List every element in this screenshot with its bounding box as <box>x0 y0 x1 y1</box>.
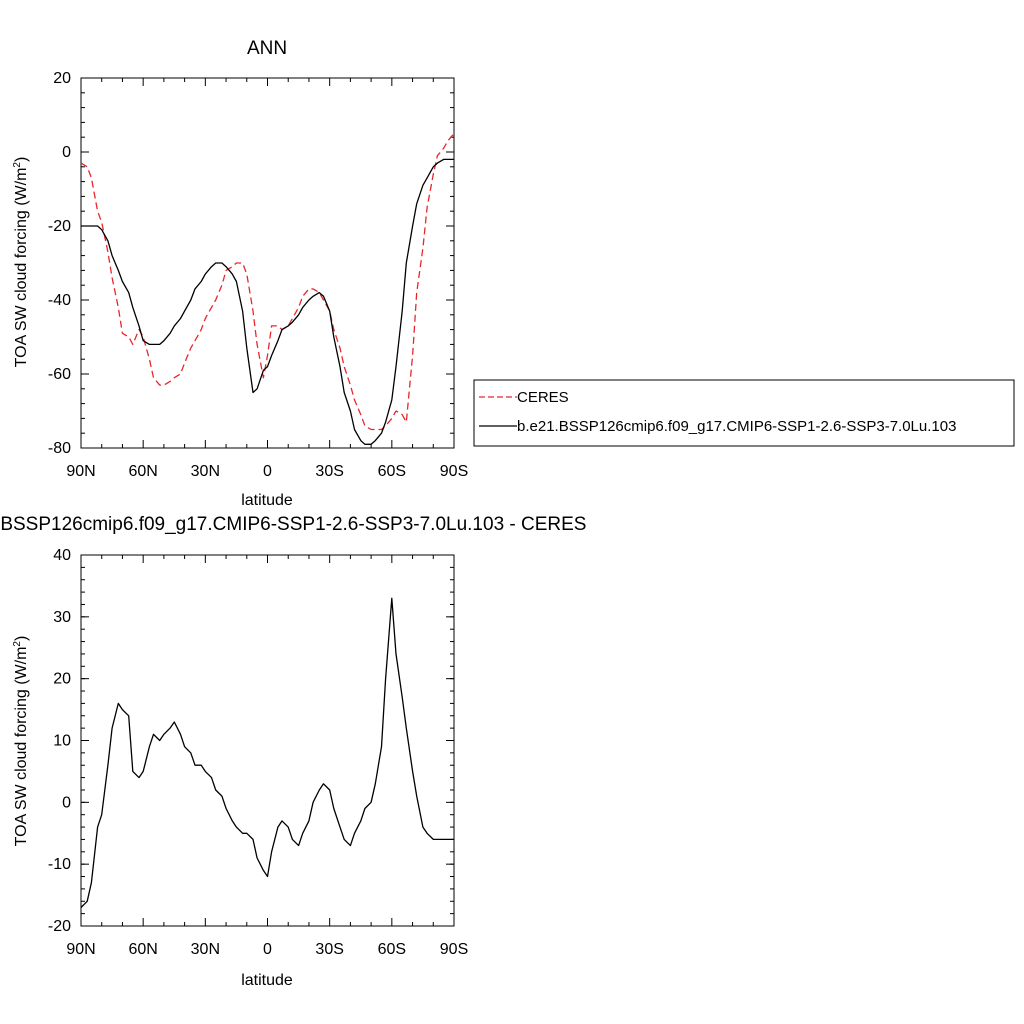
x-tick-label: 0 <box>263 463 272 480</box>
x-tick-label: 60S <box>378 941 406 958</box>
legend-label-ceres: CERES <box>517 389 569 406</box>
bottom-panel-series <box>80 597 454 908</box>
x-tick-label: 90N <box>66 463 95 480</box>
top-panel: ANN 90N 60N 30N 0 30S 60S 90S 200-20-40-60-80 … <box>12 38 1015 509</box>
y-tick-label: -20 <box>48 218 71 235</box>
bottom-panel-y-axis: 40 30 20 10 0 -10 -20 <box>48 547 454 935</box>
x-tick-label: 30S <box>315 463 343 480</box>
bottom-panel-x-axis-label: latitude <box>241 972 293 989</box>
x-tick-label: 60S <box>378 463 406 480</box>
x-tick-label: 90N <box>66 941 95 958</box>
y-tick-label: -20 <box>48 918 71 935</box>
bottom-panel-y-label-main: TOA SW cloud forcing (W/m <box>13 647 30 847</box>
bottom-panel-x-axis: 90N 60N 30N 0 30S 60S 90S <box>66 555 468 958</box>
y-tick-label: 40 <box>53 547 71 564</box>
top-panel-y-axis: 20 0 -20 -40 -60 -80 <box>48 70 454 457</box>
x-tick-label: 30N <box>191 941 220 958</box>
y-tick-label: 0 <box>62 144 71 161</box>
top-panel-series <box>80 133 455 445</box>
x-tick-label: 30N <box>191 463 220 480</box>
x-tick-label: 60N <box>128 463 157 480</box>
top-panel-y-label-main: TOA SW cloud forcing (W/m <box>13 168 30 368</box>
x-tick-label: 60N <box>128 941 157 958</box>
y-tick-label: 30 <box>53 609 71 626</box>
y-tick-label: 10 <box>53 733 71 750</box>
top-panel-y-axis-label: TOA SW cloud forcing (W/m2) <box>12 157 30 368</box>
bottom-panel-title: b.e21.BSSP126cmip6.f09_g17.CMIP6-SSP1-2.… <box>0 514 586 535</box>
legend-label-model: b.e21.BSSP126cmip6.f09_g17.CMIP6-SSP1-2.… <box>517 418 956 435</box>
x-tick-label: 30S <box>315 941 343 958</box>
legend: CERES b.e21.BSSP126cmip6.f09_g17.CMIP6-S… <box>473 379 1015 447</box>
y-tick-label: 20 <box>53 671 71 688</box>
top-panel-title: ANN <box>247 38 287 59</box>
y-tick-label: 20 <box>53 70 71 87</box>
y-tick-label: 0 <box>62 794 71 811</box>
bottom-panel-plot-frame <box>80 554 455 927</box>
y-tick-label: -40 <box>48 292 71 309</box>
x-tick-label: 0 <box>263 941 272 958</box>
series-line-0 <box>80 597 454 908</box>
bottom-panel-y-label-close: ) <box>13 636 30 641</box>
series-line-0 <box>80 133 455 431</box>
top-panel-y-label-sup: 2 <box>12 162 23 168</box>
top-panel-y-label-close: ) <box>13 157 30 162</box>
x-tick-label: 90S <box>440 463 468 480</box>
bottom-panel-y-label-sup: 2 <box>12 641 23 647</box>
bottom-panel-y-axis-label: TOA SW cloud forcing (W/m2) <box>12 636 30 847</box>
top-panel-x-axis-label: latitude <box>241 492 293 509</box>
y-tick-label: -10 <box>48 856 71 873</box>
series-line-1 <box>81 158 454 445</box>
top-panel-x-axis: 90N 60N 30N 0 30S 60S 90S <box>66 78 468 480</box>
y-tick-label: -60 <box>48 366 71 383</box>
top-panel-plot-frame <box>80 77 455 449</box>
bottom-panel: b.e21.BSSP126cmip6.f09_g17.CMIP6-SSP1-2.… <box>0 514 586 989</box>
y-tick-label: -80 <box>48 440 71 457</box>
x-tick-label: 90S <box>440 941 468 958</box>
legend-box <box>473 379 1015 447</box>
